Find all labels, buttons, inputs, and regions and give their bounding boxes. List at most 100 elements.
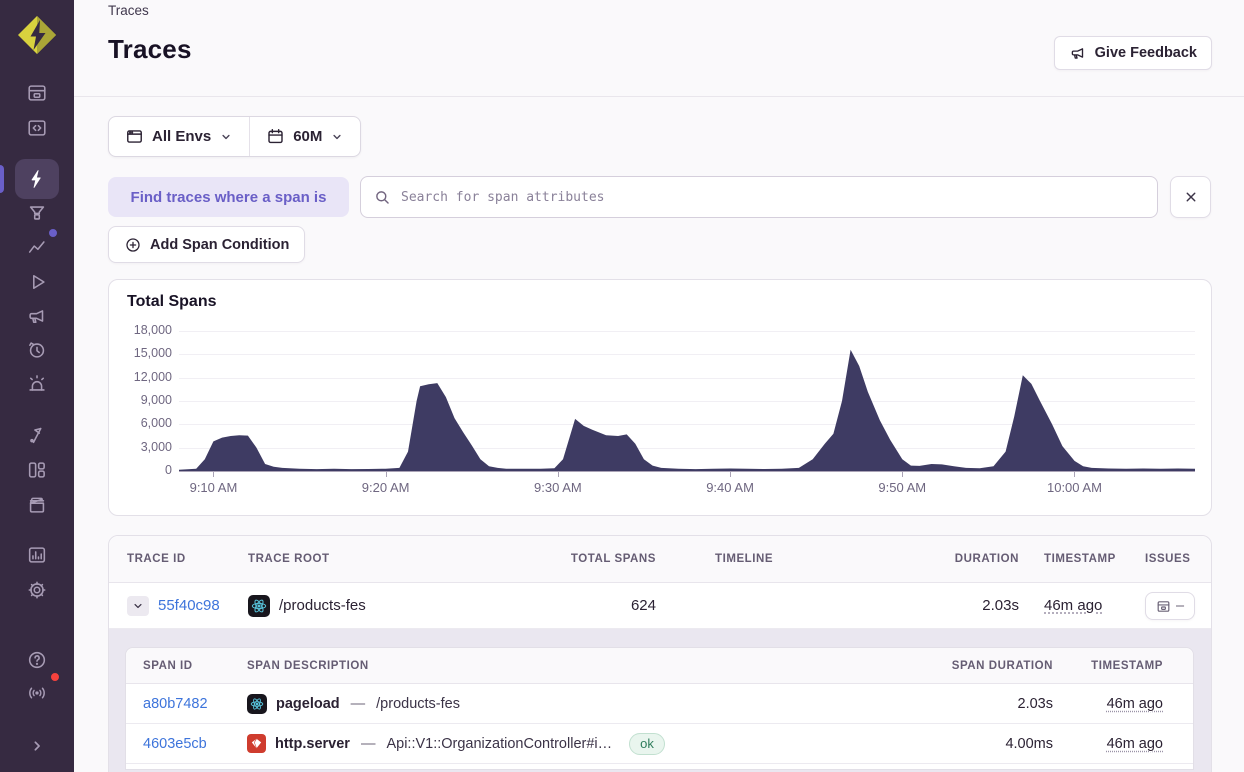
column-header-duration: DURATION [955,536,1019,583]
expanded-trace-panel: SPAN ID SPAN DESCRIPTION SPAN DURATION T… [109,629,1211,772]
sidebar-item-crons[interactable] [17,332,57,368]
column-header-trace-id: TRACE ID [127,536,186,583]
filter-group: All Envs 60M [108,116,361,157]
play-icon [26,271,48,293]
sidebar-item-releases[interactable] [17,417,57,453]
trace-duration-value: 2.03s [982,583,1019,628]
chevron-down-icon [131,599,145,613]
trace-timestamp[interactable]: 46m ago [1044,597,1102,614]
column-header-span-description: SPAN DESCRIPTION [247,648,369,684]
column-header-total-spans: TOTAL SPANS [571,536,656,583]
bar-chart-icon [26,544,48,566]
sidebar-item-dashboards[interactable] [17,452,57,488]
span-status-badge: ok [629,733,665,755]
time-range-filter-button[interactable]: 60M [250,117,360,156]
flag-icon [26,424,48,446]
column-header-issues: ISSUES [1145,536,1190,583]
span-op: pageload [276,684,340,724]
search-icon [373,188,392,207]
dashboard-icon [26,459,48,481]
trace-id-link[interactable]: 55f40c98 [158,583,220,629]
sidebar-item-stats[interactable] [17,537,57,573]
page-header: Traces Traces Give Feedback [74,0,1244,97]
chart-title: Total Spans [127,293,217,311]
column-header-timestamp: TIMESTAMP [1044,536,1116,583]
sidebar-item-stories[interactable] [17,487,57,523]
sidebar-item-user-feedback[interactable] [17,298,57,334]
sidebar-item-settings[interactable] [17,572,57,608]
sidebar-item-projects[interactable] [17,110,57,146]
breadcrumb[interactable]: Traces [108,3,149,18]
span-timestamp[interactable]: 46m ago [1107,736,1163,752]
span-row-partial [126,764,1193,769]
archive-icon [26,494,48,516]
notification-dot [49,671,61,683]
chevron-down-icon [330,130,344,144]
code-folder-icon [26,117,48,139]
chart-plot: 0 3,000 6,000 9,000 12,000 15,000 18,000 9:10 A… [179,331,1195,471]
column-header-timeline: TIMELINE [715,536,773,583]
ruby-icon [247,734,266,753]
sidebar-item-profiling[interactable] [17,195,57,231]
add-span-condition-button[interactable]: Add Span Condition [108,226,305,263]
collapse-row-button[interactable] [127,596,149,616]
calendar-icon [266,127,285,146]
environment-filter-label: All Envs [152,128,211,145]
chevron-right-icon [27,736,47,756]
chart-line-icon [26,236,48,258]
main-content: Traces Traces Give Feedback All Envs 60M… [74,0,1244,772]
give-feedback-label: Give Feedback [1095,45,1197,61]
total-spans-value: 624 [631,583,656,628]
search-input[interactable] [401,190,1145,205]
sidebar-item-performance[interactable] [17,229,57,265]
span-id-link[interactable]: 4603e5cb [143,736,207,752]
clear-search-button[interactable] [1170,176,1211,218]
page-title: Traces [108,34,192,65]
column-header-trace-root: TRACE ROOT [248,536,330,583]
megaphone-icon [26,305,48,327]
spans-table-header: SPAN ID SPAN DESCRIPTION SPAN DURATION T… [126,648,1193,684]
sidebar-collapse-button[interactable] [17,728,57,764]
column-header-span-id: SPAN ID [143,648,193,684]
sidebar-item-replays[interactable] [17,264,57,300]
column-header-span-duration: SPAN DURATION [952,648,1053,684]
span-timestamp[interactable]: 46m ago [1107,696,1163,712]
span-search-container [360,176,1158,218]
sidebar [0,0,74,772]
traces-table-header: TRACE ID TRACE ROOT TOTAL SPANS TIMELINE… [109,536,1211,583]
sidebar-item-whats-new[interactable] [17,675,57,711]
span-description: /products-fes [376,684,460,724]
org-logo[interactable] [15,13,59,57]
broadcast-icon [26,682,48,704]
sidebar-item-alerts[interactable] [17,366,57,402]
inbox-icon [1156,599,1171,614]
span-op: http.server [275,724,350,764]
chevron-down-icon [219,130,233,144]
span-row: 4603e5cb http.server — Api::V1::Organiza… [126,724,1193,764]
clock-icon [26,339,48,361]
span-id-link[interactable]: a80b7482 [143,696,208,712]
megaphone-icon [1069,44,1087,62]
close-icon [1182,188,1200,206]
spans-table: SPAN ID SPAN DESCRIPTION SPAN DURATION T… [125,647,1194,770]
total-spans-chart-panel: Total Spans 0 3,000 6,000 9,000 12,000 15,000… [108,279,1212,516]
add-span-condition-label: Add Span Condition [150,237,289,253]
time-range-filter-label: 60M [293,128,322,145]
siren-icon [26,373,48,395]
column-header-span-timestamp: TIMESTAMP [1091,648,1163,684]
span-condition-chip: Find traces where a span is [108,177,349,217]
environment-filter-button[interactable]: All Envs [109,117,249,156]
trace-row: 55f40c98 /products-fes 624 2.03s 46m ago… [109,583,1211,629]
lightning-icon [26,168,48,190]
sidebar-item-traces[interactable] [15,159,59,199]
sidebar-item-issues[interactable] [17,75,57,111]
trace-issues-button[interactable]: – [1145,592,1195,620]
traces-table: TRACE ID TRACE ROOT TOTAL SPANS TIMELINE… [108,535,1212,772]
span-separator: — [349,684,368,724]
funnel-icon [26,202,48,224]
span-duration-value: 2.03s [1018,684,1053,723]
give-feedback-button[interactable]: Give Feedback [1054,36,1212,70]
span-duration-value: 4.00ms [1005,724,1053,763]
gear-icon [26,579,48,601]
trace-root-label: /products-fes [279,583,366,629]
